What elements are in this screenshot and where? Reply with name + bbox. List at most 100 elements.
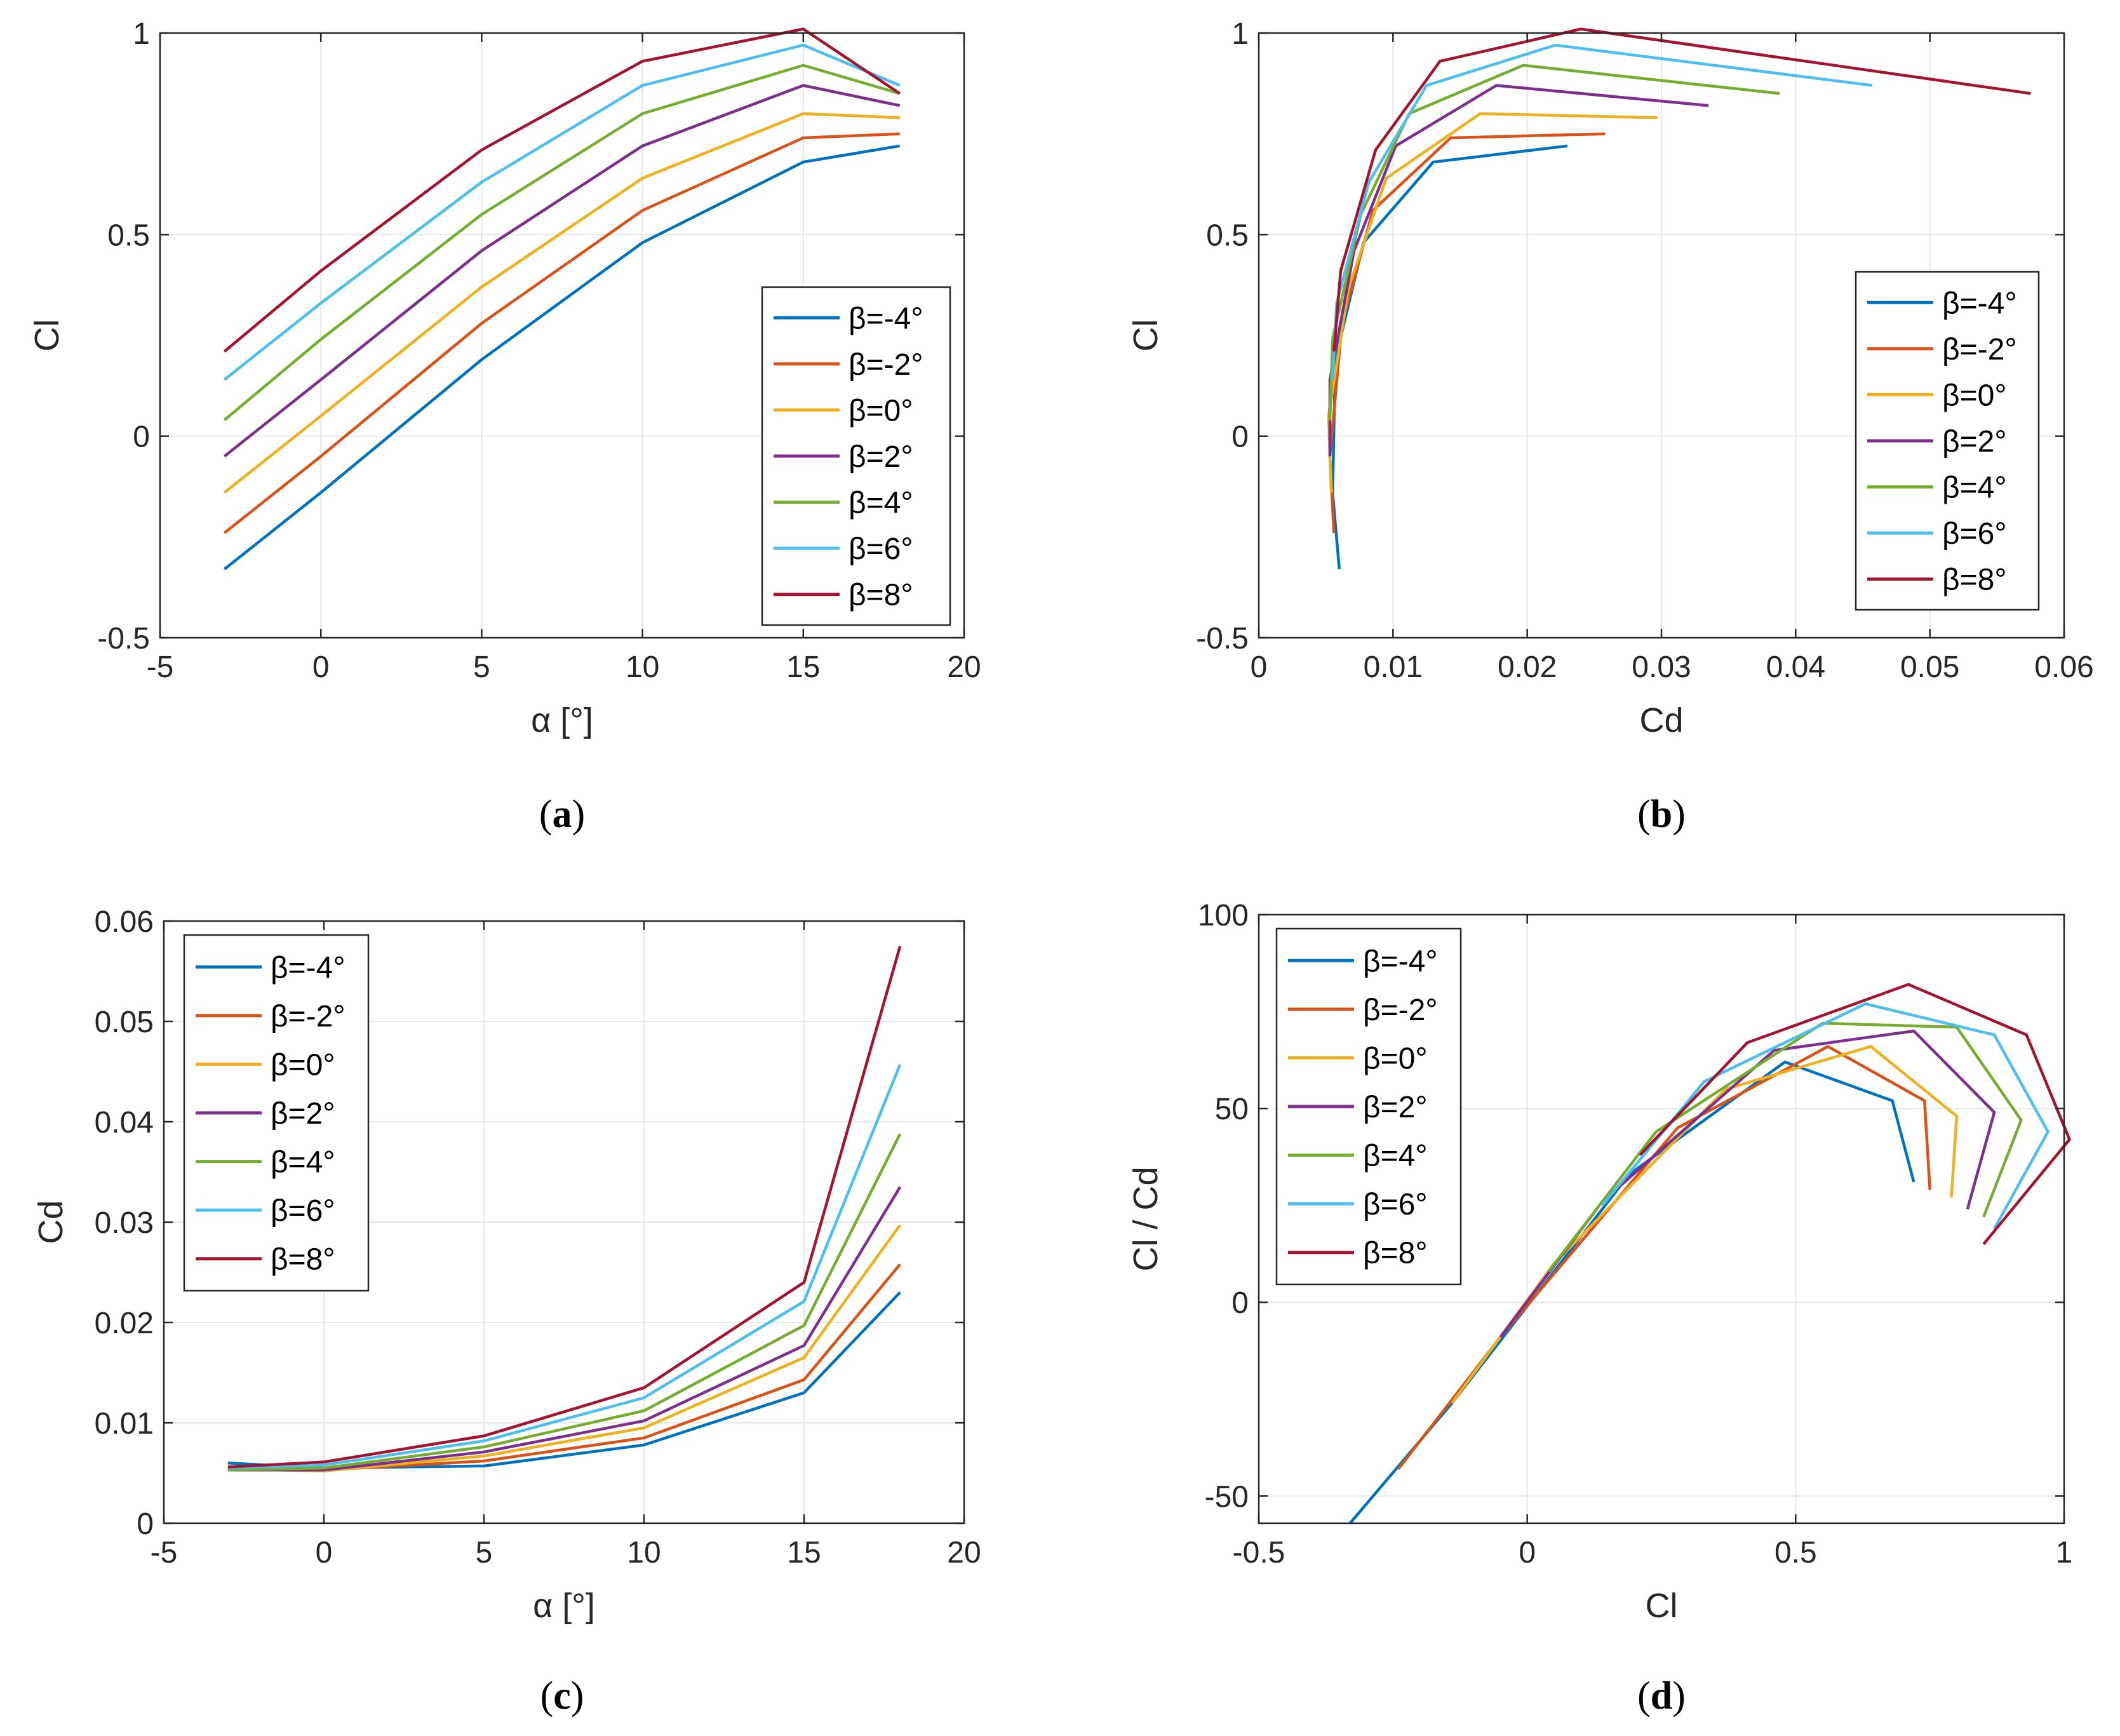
legend-entry-4: β=2° bbox=[1942, 425, 2007, 459]
x-tick-label: -0.5 bbox=[1233, 1536, 1285, 1570]
legend-entry-2: β=-2° bbox=[271, 1000, 346, 1033]
y-tick-label: 0.5 bbox=[107, 219, 150, 252]
y-axis-title: Cl / Cd bbox=[1127, 1166, 1165, 1271]
x-tick-label: -5 bbox=[147, 650, 174, 684]
panel-label-letter: a bbox=[553, 793, 572, 836]
series-line-5 bbox=[223, 64, 901, 422]
x-tick-label: 0.01 bbox=[1364, 650, 1423, 684]
y-tick-label: 0 bbox=[1231, 1286, 1249, 1320]
legend-entry-4: β=2° bbox=[849, 440, 913, 474]
x-tick-label: 0.03 bbox=[1632, 650, 1691, 684]
x-tick-label: 10 bbox=[626, 650, 659, 684]
y-tick-label: -0.5 bbox=[1196, 622, 1249, 656]
y-tick-label: 0.06 bbox=[95, 905, 154, 939]
legend-entry-6: β=6° bbox=[1942, 517, 2007, 551]
panel-label-close-paren: ) bbox=[1672, 793, 1686, 836]
series-line-7 bbox=[1639, 983, 2072, 1246]
y-tick-label: -50 bbox=[1205, 1480, 1249, 1514]
x-axis-title: Cl bbox=[1646, 1587, 1678, 1625]
y-axis-title: Cl bbox=[1127, 320, 1165, 352]
x-axis-title: α [°] bbox=[533, 1587, 595, 1625]
series-line-2 bbox=[223, 132, 900, 534]
y-axis-title: Cd bbox=[32, 1200, 70, 1244]
y-axis-title: Cl bbox=[28, 320, 66, 352]
x-tick-label: 0.04 bbox=[1766, 650, 1825, 684]
panel-label: (b) bbox=[1637, 793, 1686, 836]
x-tick-label: 20 bbox=[947, 650, 981, 684]
y-tick-label: 50 bbox=[1215, 1093, 1249, 1126]
legend-entry-7: β=8° bbox=[1942, 563, 2007, 597]
legend-entry-3: β=0° bbox=[1363, 1042, 1428, 1075]
series-line-5 bbox=[227, 1133, 902, 1472]
panel-label-open-paren: ( bbox=[540, 1674, 554, 1718]
y-tick-label: 0.01 bbox=[95, 1407, 154, 1441]
legend-entry-3: β=0° bbox=[1942, 379, 2007, 412]
series-line-4 bbox=[223, 84, 901, 458]
legend: β=-4° β=-2° β=0° β=2° β=4° β=6° β=8° bbox=[761, 286, 951, 626]
axes-box bbox=[1258, 913, 2065, 1524]
legend-entry-1: β=-4° bbox=[271, 951, 346, 985]
legend-entry-5: β=4° bbox=[849, 487, 913, 520]
y-tick-label: 0.02 bbox=[95, 1307, 154, 1340]
legend-entry-4: β=2° bbox=[271, 1097, 335, 1131]
legend: β=-4° β=-2° β=0° β=2° β=4° β=6° β=8° bbox=[1855, 271, 2040, 611]
x-axis-title: Cd bbox=[1639, 701, 1683, 739]
legend-entry-1: β=-4° bbox=[849, 302, 923, 335]
x-tick-label: 0 bbox=[1519, 1536, 1536, 1570]
legend-entry-6: β=6° bbox=[271, 1194, 335, 1228]
y-tick-label: 0.04 bbox=[95, 1106, 154, 1140]
panel-label-letter: b bbox=[1651, 793, 1672, 836]
legend-entry-3: β=0° bbox=[849, 394, 913, 427]
panel-a: -5 0 5 10 15 20 -0.5 0 0.5 1 α [°] Cl β=-4° β=-2° β=0°… bbox=[28, 17, 981, 836]
y-tick-label: -0.5 bbox=[97, 622, 150, 656]
x-tick-label: 15 bbox=[787, 1536, 821, 1570]
legend-entry-6: β=6° bbox=[849, 532, 913, 566]
x-axis-title: α [°] bbox=[531, 701, 593, 739]
y-tick-label: 0 bbox=[137, 1507, 154, 1541]
x-tick-label: 0 bbox=[312, 650, 330, 684]
series-line-6 bbox=[1601, 1002, 2050, 1230]
x-tick-label: 10 bbox=[627, 1536, 661, 1570]
x-tick-label: 0 bbox=[316, 1536, 333, 1570]
axes-box bbox=[159, 32, 965, 639]
x-tick-label: 0.02 bbox=[1498, 650, 1557, 684]
y-tick-label: 0 bbox=[1231, 421, 1249, 454]
legend-entry-6: β=6° bbox=[1363, 1188, 1428, 1221]
panel-label-close-paren: ) bbox=[572, 793, 586, 836]
legend: β=-4° β=-2° β=0° β=2° β=4° β=6° β=8° bbox=[183, 934, 370, 1292]
panel-b: 0 0.01 0.02 0.03 0.04 0.05 0.06-0.500.51CdClβ=… bbox=[1127, 17, 2094, 836]
legend-entry-1: β=-4° bbox=[1942, 286, 2017, 320]
legend-entry-5: β=4° bbox=[1363, 1140, 1428, 1173]
legend-entry-4: β=2° bbox=[1363, 1091, 1428, 1124]
x-tick-label: 5 bbox=[473, 650, 490, 684]
panel-label-letter: d bbox=[1651, 1674, 1672, 1718]
x-tick-label: 15 bbox=[786, 650, 820, 684]
x-tick-label: 1 bbox=[2056, 1536, 2073, 1570]
x-tick-label: 5 bbox=[476, 1536, 493, 1570]
panel-label: (d) bbox=[1637, 1674, 1686, 1718]
series-line-6 bbox=[223, 43, 901, 381]
legend-entry-3: β=0° bbox=[271, 1048, 335, 1082]
x-tick-label: 0 bbox=[1251, 650, 1268, 684]
legend: β=-4° β=-2° β=0° β=2° β=4° β=6° β=8° bbox=[1275, 927, 1462, 1286]
panel-label-close-paren: ) bbox=[1672, 1674, 1686, 1718]
y-tick-label: 1 bbox=[1231, 17, 1249, 51]
series-line-7 bbox=[1332, 27, 2031, 352]
x-tick-label: 0.05 bbox=[1900, 650, 1959, 684]
legend-entry-5: β=4° bbox=[1942, 471, 2007, 505]
y-tick-label: 0.5 bbox=[1206, 219, 1249, 252]
x-tick-label: 20 bbox=[947, 1536, 981, 1570]
panel-d: -0.5 0 0.5 1 -50 0 50 100 Cl Cl / Cd β=-4° β=-2° β=0… bbox=[1127, 899, 2072, 1718]
panel-label-open-paren: ( bbox=[1637, 793, 1651, 836]
legend-entry-5: β=4° bbox=[271, 1146, 335, 1180]
x-tick-label: 0.06 bbox=[2034, 650, 2093, 684]
legend-entry-7: β=8° bbox=[849, 579, 913, 612]
legend-entry-2: β=-2° bbox=[1363, 993, 1438, 1027]
y-tick-label: 0.03 bbox=[95, 1206, 154, 1240]
series-line-7 bbox=[227, 945, 902, 1469]
panel-label-close-paren: ) bbox=[571, 1674, 584, 1718]
x-tick-label: 0.5 bbox=[1774, 1536, 1817, 1570]
legend-entry-2: β=-2° bbox=[849, 348, 923, 382]
